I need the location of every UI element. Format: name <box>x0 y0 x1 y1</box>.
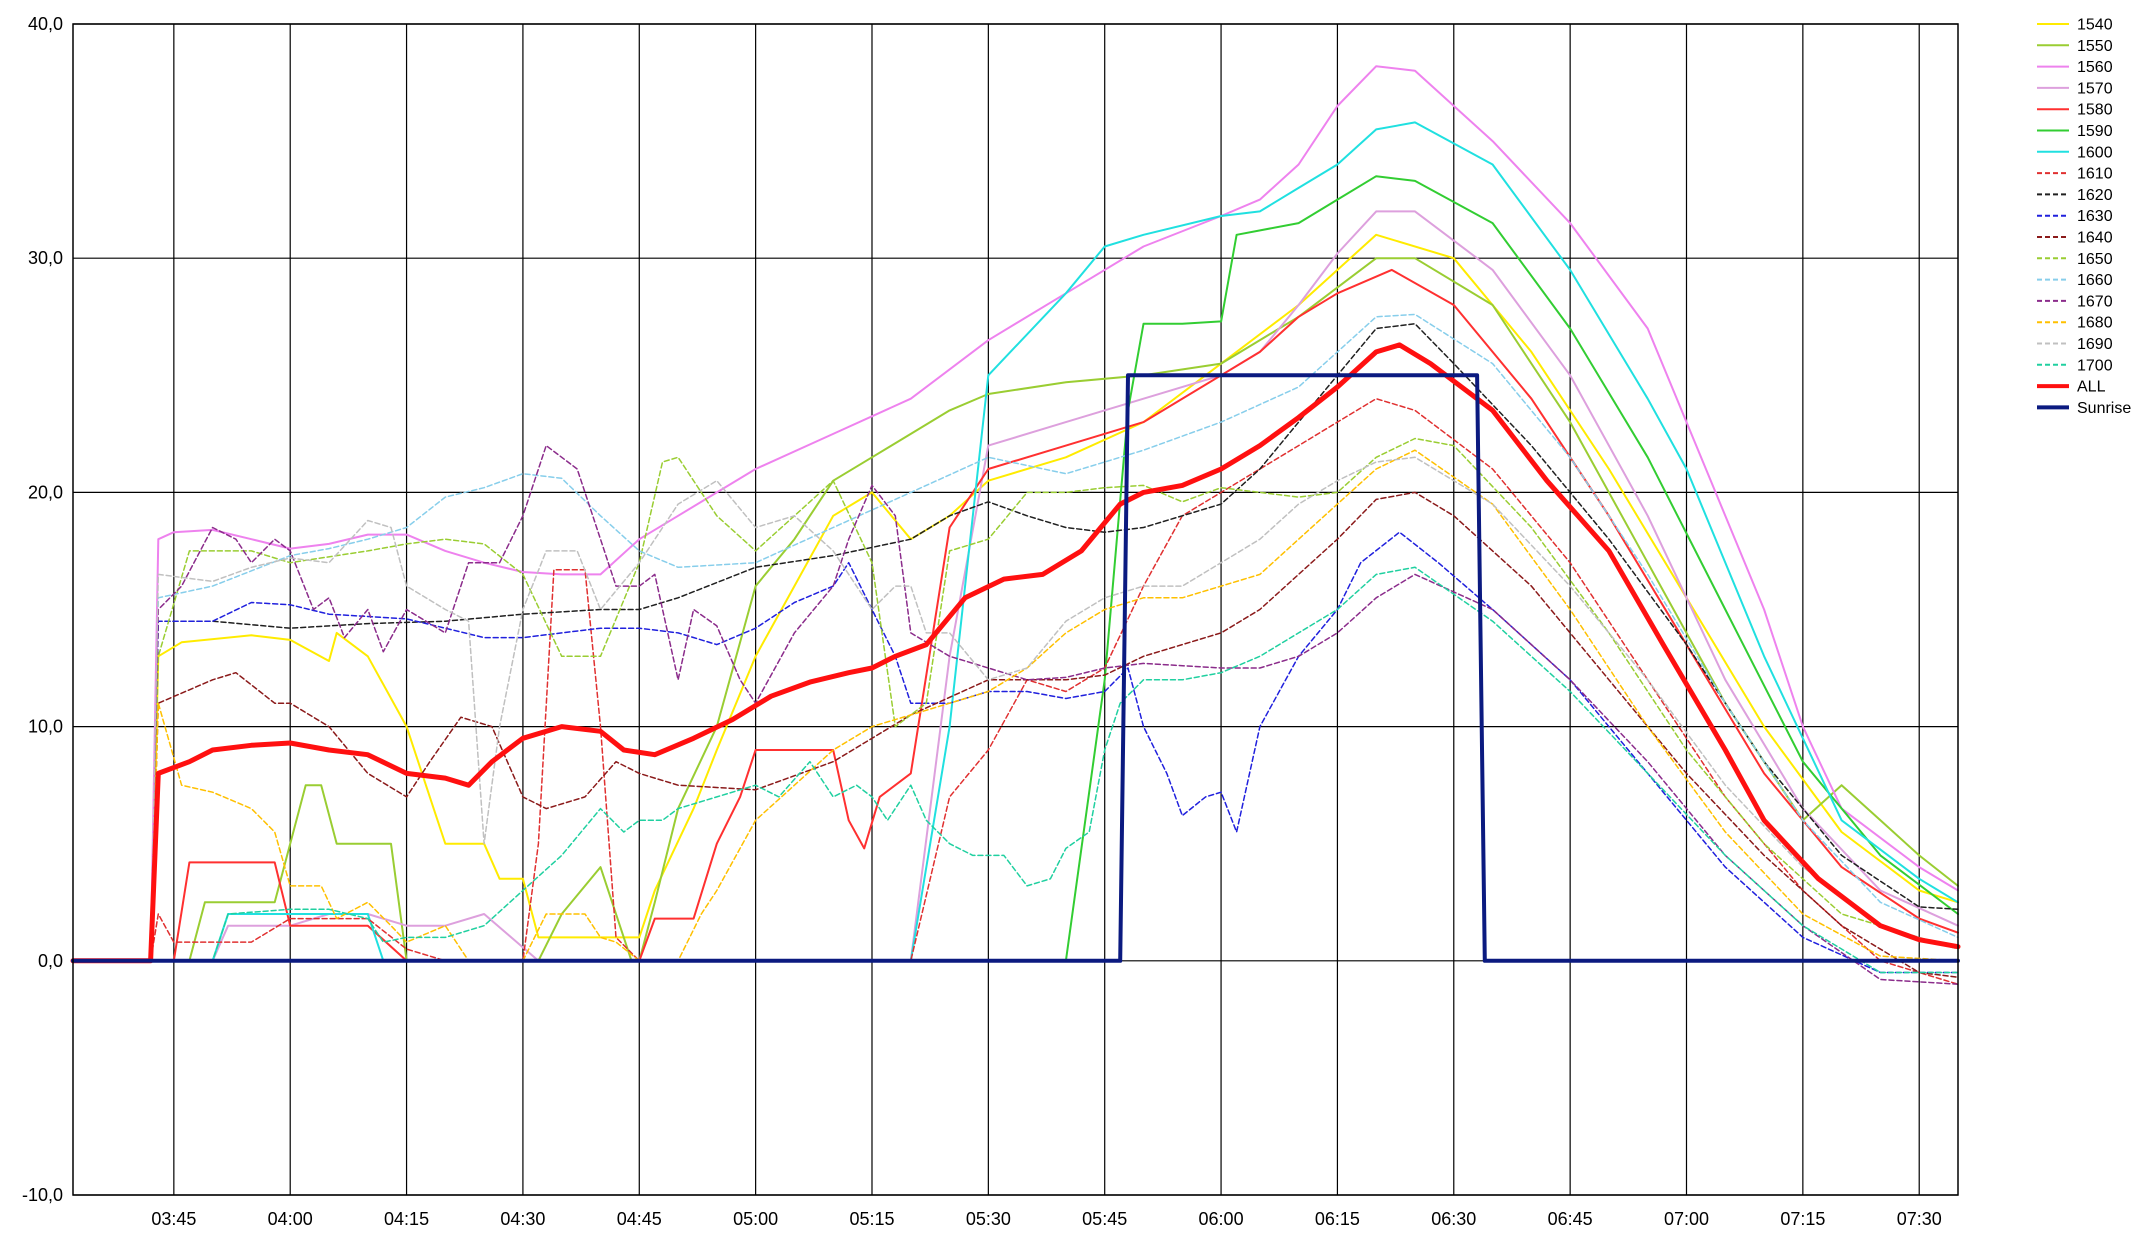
legend-label-1570: 1570 <box>2077 80 2113 97</box>
legend-label-1650: 1650 <box>2077 251 2113 268</box>
legend-label-all: ALL <box>2077 379 2106 396</box>
x-tick-label: 07:00 <box>1664 1209 1709 1229</box>
x-tick-label: 04:00 <box>268 1209 313 1229</box>
y-tick-label: 10,0 <box>28 717 63 737</box>
legend-label-1600: 1600 <box>2077 144 2113 161</box>
plot-frame <box>72 23 1959 1196</box>
x-tick-label: 07:30 <box>1897 1209 1942 1229</box>
x-tick-label: 06:45 <box>1548 1209 1593 1229</box>
x-tick-label: 05:30 <box>966 1209 1011 1229</box>
x-tick-label: 03:45 <box>151 1209 196 1229</box>
series-line-1560 <box>72 65 1959 962</box>
y-tick-label: 30,0 <box>28 248 63 268</box>
series-line-1690 <box>72 456 1959 962</box>
x-tick-label: 05:15 <box>849 1209 894 1229</box>
series-line-1670 <box>72 444 1959 985</box>
y-tick-label: 20,0 <box>28 482 63 502</box>
series-line-all <box>70 342 1961 964</box>
series-line-1600 <box>72 121 1959 962</box>
x-tick-label: 05:00 <box>733 1209 778 1229</box>
legend-label-1640: 1640 <box>2077 230 2113 247</box>
legend-label-1660: 1660 <box>2077 272 2113 289</box>
legend-label-1560: 1560 <box>2077 59 2113 76</box>
series-line-sunrise <box>71 373 1960 963</box>
legend-label-1620: 1620 <box>2077 187 2113 204</box>
series-lines <box>70 65 1961 985</box>
legend-label-1590: 1590 <box>2077 123 2113 140</box>
legend-label-1700: 1700 <box>2077 357 2113 374</box>
series-line-1580 <box>72 268 1959 962</box>
y-axis-tick-labels: -10,0 0,0 10,0 20,0 30,0 40,0 <box>22 14 63 1205</box>
series-line-1550 <box>72 257 1959 962</box>
y-tick-label: 0,0 <box>38 951 63 971</box>
legend-label-1690: 1690 <box>2077 336 2113 353</box>
legend-label-1680: 1680 <box>2077 315 2113 332</box>
legend-label-1670: 1670 <box>2077 293 2113 310</box>
x-tick-label: 04:45 <box>617 1209 662 1229</box>
x-tick-label: 06:00 <box>1199 1209 1244 1229</box>
series-line-1700 <box>72 566 1959 974</box>
legend-label-1540: 1540 <box>2077 17 2113 34</box>
x-tick-label: 05:45 <box>1082 1209 1127 1229</box>
x-tick-label: 07:15 <box>1780 1209 1825 1229</box>
legend-label-1630: 1630 <box>2077 208 2113 225</box>
series-line-1650 <box>72 437 1959 962</box>
legend-label-sunrise: Sunrise <box>2077 400 2131 417</box>
y-tick-label: -10,0 <box>22 1185 63 1205</box>
legend-label-1580: 1580 <box>2077 102 2113 119</box>
series-line-1640 <box>72 491 1959 978</box>
x-tick-label: 06:15 <box>1315 1209 1360 1229</box>
legend-label-1610: 1610 <box>2077 166 2113 183</box>
legend-label-1550: 1550 <box>2077 38 2113 55</box>
legend: 1540 1550 1560 1570 1580 1590 1600 1610 1620 1630… <box>2037 17 2131 417</box>
x-axis-tick-labels: 03:45 04:00 04:15 04:30 04:45 05:00 05:15 05:30… <box>151 1209 1941 1229</box>
x-tick-label: 04:30 <box>500 1209 545 1229</box>
x-tick-label: 04:15 <box>384 1209 429 1229</box>
x-tick-label: 06:30 <box>1431 1209 1476 1229</box>
y-tick-label: 40,0 <box>28 14 63 34</box>
series-line-1620 <box>72 323 1959 962</box>
series-line-1680 <box>72 449 1959 962</box>
